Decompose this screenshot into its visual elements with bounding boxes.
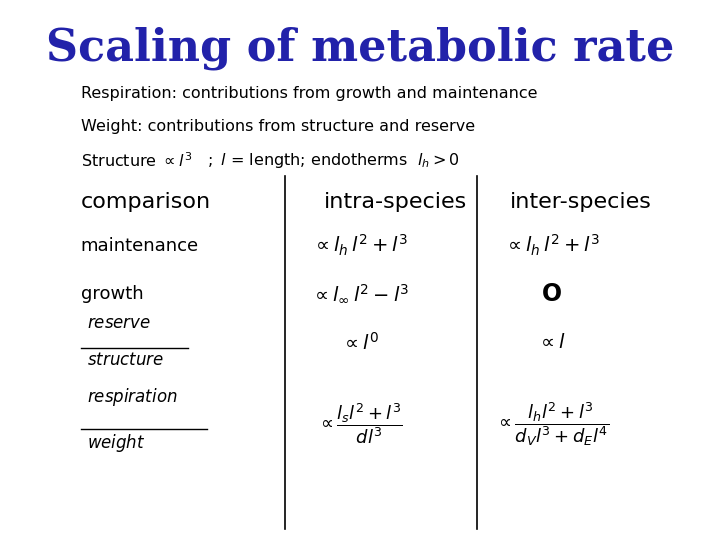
Text: intra-species: intra-species [324, 192, 467, 212]
Text: $\mathit{reserve}$: $\mathit{reserve}$ [87, 314, 151, 332]
Text: $\mathit{respiration}$: $\mathit{respiration}$ [87, 386, 178, 408]
Text: $\propto l_\infty\, l^2 - l^3$: $\propto l_\infty\, l^2 - l^3$ [311, 284, 409, 305]
Text: $\propto \dfrac{l_h l^2 + l^3}{d_V l^3 + d_E l^4}$: $\propto \dfrac{l_h l^2 + l^3}{d_V l^3 +… [495, 400, 608, 448]
Text: Weight: contributions from structure and reserve: Weight: contributions from structure and… [81, 119, 474, 134]
Text: $\propto l^0$: $\propto l^0$ [341, 332, 379, 354]
Text: comparison: comparison [81, 192, 211, 212]
Text: $;\ \mathit{l}$ = length; endotherms $\ l_h > 0$: $;\ \mathit{l}$ = length; endotherms $\ … [207, 151, 460, 170]
Text: Structure $\propto l^3$: Structure $\propto l^3$ [81, 151, 192, 170]
Text: maintenance: maintenance [81, 237, 199, 255]
Text: $\propto l_h\, l^2 + l^3$: $\propto l_h\, l^2 + l^3$ [504, 233, 600, 258]
Text: Respiration: contributions from growth and maintenance: Respiration: contributions from growth a… [81, 86, 537, 102]
Text: $\propto \dfrac{l_s l^2 + l^3}{d l^3}$: $\propto \dfrac{l_s l^2 + l^3}{d l^3}$ [317, 401, 403, 447]
Text: growth: growth [81, 285, 143, 303]
Text: $\mathit{weight}$: $\mathit{weight}$ [87, 432, 145, 454]
Text: $\propto l_h\, l^2 + l^3$: $\propto l_h\, l^2 + l^3$ [312, 233, 408, 258]
Text: $\mathbf{O}$: $\mathbf{O}$ [541, 282, 562, 306]
Text: Scaling of metabolic rate: Scaling of metabolic rate [46, 27, 674, 71]
Text: inter-species: inter-species [510, 192, 652, 212]
Text: $\mathit{structure}$: $\mathit{structure}$ [87, 351, 164, 369]
Text: $\propto l$: $\propto l$ [537, 333, 566, 353]
